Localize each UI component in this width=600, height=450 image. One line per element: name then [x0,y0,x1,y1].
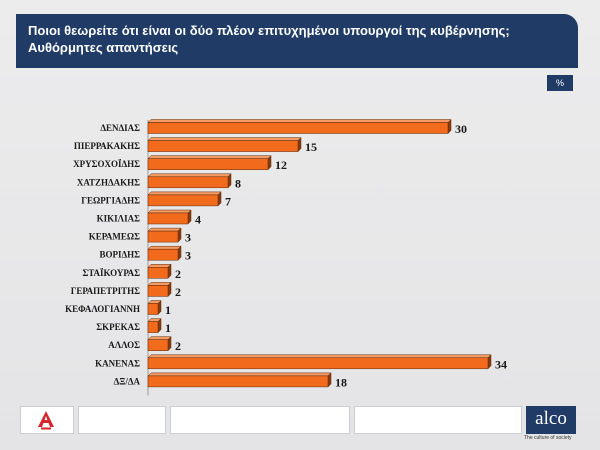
bar-top-face [147,264,172,268]
category-label: ΚΕΡΑΜΕΩΣ [89,232,140,242]
bar-value-label: 1 [165,303,171,317]
chart-title: Ποιοι θεωρείτε ότι είναι οι δύο πλέον επ… [28,23,510,38]
bar-value-label: 8 [235,176,241,190]
bar-top-face [147,245,182,250]
bar-top-face [147,209,192,214]
footer-panel-2 [78,406,166,434]
bar-value-label: 2 [175,267,181,281]
bar-top-face [147,372,332,377]
category-label: ΣΤΑΪΚΟΥΡΑΣ [83,268,141,278]
alco-logo: alco [526,406,576,434]
category-label: ΧΡΥΣΟΧΟΪΔΗΣ [73,159,140,169]
bar-top-face [147,119,452,123]
bar [147,375,329,388]
footer-panel-4 [354,406,522,434]
bar-top-face [147,155,272,159]
alco-tagline: The culture of society [524,435,572,441]
bar [147,212,189,225]
bar-value-label: 30 [455,122,467,136]
bar [147,285,169,297]
bar-value-label: 2 [175,285,181,299]
bar-value-label: 4 [195,213,201,227]
category-label: ΣΚΡΕΚΑΣ [96,322,140,332]
category-label: ΚΕΦΑΛΟΓΙΑΝΝΗ [65,304,140,314]
bar-top-face [147,191,222,196]
category-label: ΔΞ/ΔΑ [114,376,141,386]
bar-top-face [147,282,172,286]
bar [147,303,159,315]
bar-value-label: 12 [275,158,287,172]
bar [147,339,169,351]
bar-value-label: 3 [185,249,191,263]
bar-value-label: 1 [165,321,171,335]
category-label: ΔΕΝΔΙΑΣ [100,123,140,133]
bar [147,140,299,152]
unit-badge: % [547,75,573,91]
bar [147,194,219,207]
bar [147,357,489,370]
bar-top-face [147,173,232,178]
category-label: ΚΑΝΕΝΑΣ [95,358,140,368]
bar-value-label: 7 [225,194,231,208]
bar [147,248,179,261]
bar-value-label: 2 [175,339,181,353]
bar-value-label: 18 [335,375,347,389]
title-bar: Ποιοι θεωρείτε ότι είναι οι δύο πλέον επ… [16,14,578,68]
category-label: ΠΙΕΡΡΑΚΑΚΗΣ [74,141,140,151]
footer-panel-3 [170,406,350,434]
bar-top-face [147,227,182,232]
bar [147,321,159,333]
bar-value-label: 3 [185,231,191,245]
category-label: ΚΙΚΙΛΙΑΣ [97,214,140,224]
bar-top-face [147,354,492,359]
alpha-logo-icon [38,411,54,430]
bar-top-face [147,137,302,141]
bar [147,158,269,170]
category-label: ΧΑΤΖΗΔΑΚΗΣ [77,177,140,187]
category-label: ΑΛΛΟΣ [108,340,140,350]
chart-subtitle: Αυθόρμητες απαντήσεις [28,40,179,55]
bar-value-label: 15 [305,140,317,154]
category-label: ΓΕΡΑΠΕΤΡΙΤΗΣ [71,286,140,296]
bar [147,122,449,134]
bar-top-face [147,336,172,340]
category-label: ΒΟΡΙΔΗΣ [99,250,140,260]
bar [147,176,229,189]
bar-value-label: 34 [495,357,507,371]
bar [147,267,169,279]
category-label: ΓΕΩΡΓΙΑΔΗΣ [81,195,140,205]
bar [147,230,179,243]
